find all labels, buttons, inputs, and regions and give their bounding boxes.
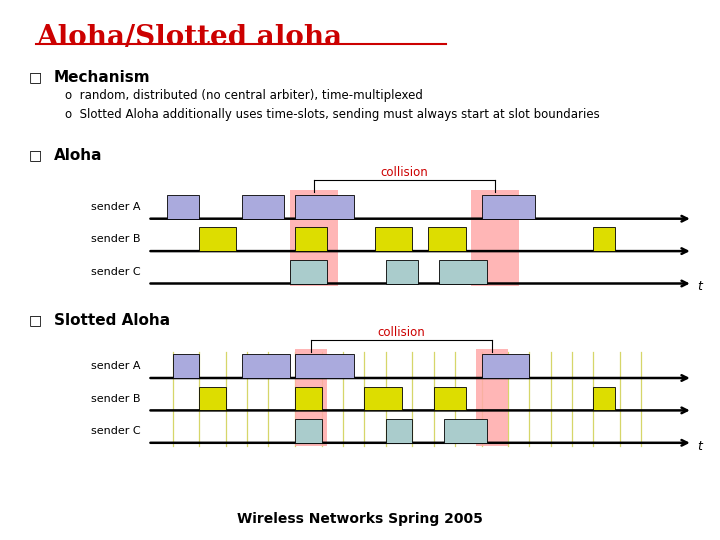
Text: sender C: sender C	[91, 426, 140, 436]
Text: □: □	[29, 70, 42, 84]
Text: □: □	[29, 313, 42, 327]
Bar	[386, 419, 413, 443]
Bar	[242, 354, 289, 378]
Bar	[199, 227, 236, 251]
Text: sender A: sender A	[91, 202, 140, 212]
Bar	[295, 354, 354, 378]
Text: sender C: sender C	[91, 267, 140, 276]
Text: sender A: sender A	[91, 361, 140, 371]
Bar	[482, 354, 529, 378]
Bar	[295, 195, 354, 219]
Bar	[295, 227, 327, 251]
Bar	[199, 387, 226, 410]
Text: collision: collision	[378, 326, 426, 339]
Bar	[386, 260, 418, 284]
Bar	[593, 387, 615, 410]
Bar	[295, 419, 322, 443]
Bar	[428, 227, 466, 251]
Text: □: □	[29, 148, 42, 163]
Bar	[242, 195, 284, 219]
Bar	[444, 419, 487, 443]
Bar	[173, 354, 199, 378]
Bar	[593, 227, 615, 251]
Text: sender B: sender B	[91, 234, 140, 244]
Bar	[295, 349, 327, 446]
Bar	[167, 195, 199, 219]
Text: Slotted Aloha: Slotted Aloha	[54, 313, 170, 328]
Text: o  random, distributed (no central arbiter), time-multiplexed: o random, distributed (no central arbite…	[65, 89, 423, 102]
Text: t: t	[697, 440, 702, 453]
Bar	[364, 387, 402, 410]
Bar	[439, 260, 487, 284]
Text: o  Slotted Aloha additionally uses time-slots, sending must always start at slot: o Slotted Aloha additionally uses time-s…	[65, 108, 600, 121]
Text: Aloha: Aloha	[54, 148, 102, 164]
Text: sender B: sender B	[91, 394, 140, 403]
Bar	[482, 195, 535, 219]
Bar	[433, 387, 466, 410]
Text: Aloha/Slotted aloha: Aloha/Slotted aloha	[36, 24, 342, 51]
Bar	[295, 387, 322, 410]
Text: Wireless Networks Spring 2005: Wireless Networks Spring 2005	[237, 512, 483, 526]
Bar	[289, 260, 327, 284]
Bar	[289, 190, 338, 286]
Bar	[471, 190, 519, 286]
Bar	[476, 349, 508, 446]
Text: t: t	[697, 280, 702, 293]
Text: collision: collision	[380, 166, 428, 179]
Text: Mechanism: Mechanism	[54, 70, 150, 85]
Bar	[375, 227, 413, 251]
